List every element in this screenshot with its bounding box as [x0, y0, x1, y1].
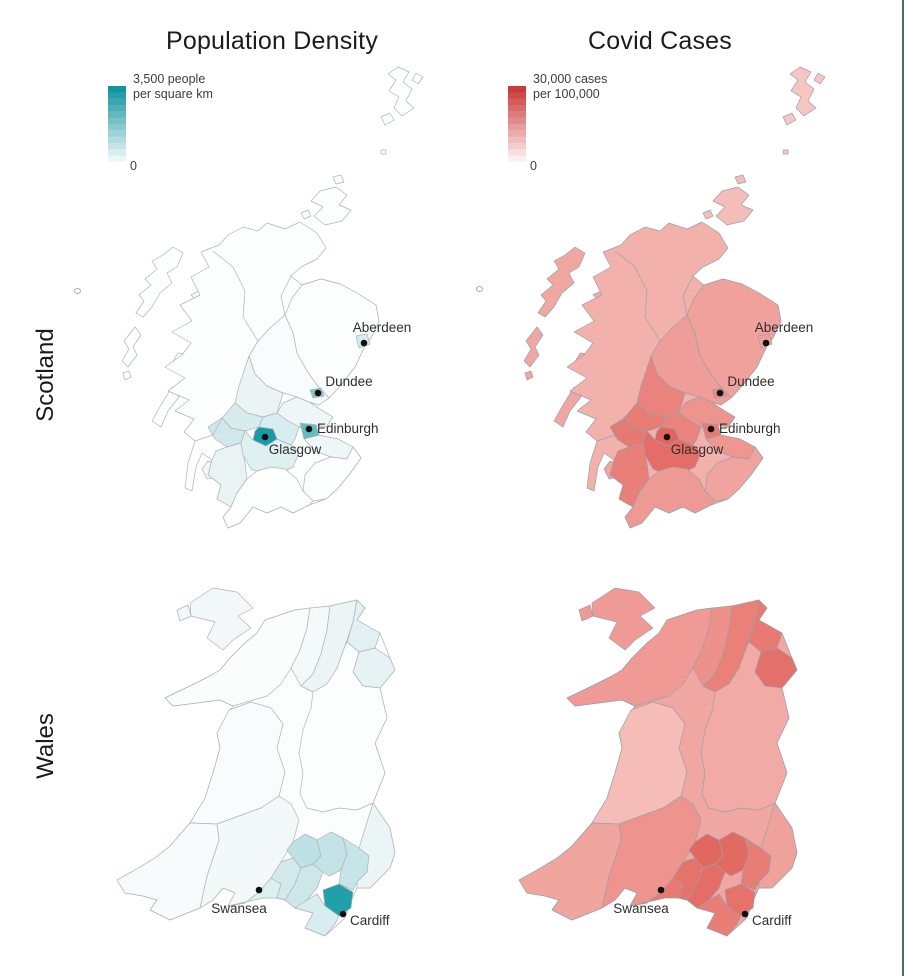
- city-dot: [663, 433, 671, 441]
- city-dot: [314, 389, 322, 397]
- interior-border-line: [596, 417, 625, 442]
- city-label: Dundee: [325, 374, 372, 389]
- island-orkney: [734, 174, 747, 185]
- island-shetland: [380, 149, 387, 155]
- interior-border-line: [194, 417, 223, 442]
- covid-legend-min-label: 0: [530, 159, 537, 173]
- city-dot: [707, 425, 715, 433]
- right-edge-border: [902, 0, 904, 976]
- island-hebrides: [537, 246, 586, 318]
- wales-covid-cases-map: Swansea Cardiff: [518, 587, 798, 937]
- density-legend-max-label: 3,500 people per square km: [133, 72, 213, 102]
- st-kilda-islet-left: [74, 288, 81, 294]
- island-anglesey: [578, 604, 594, 622]
- density-legend-max-line1: 3,500 people: [133, 72, 206, 86]
- density-legend: 3,500 people per square km 0: [108, 72, 248, 182]
- island-orkney: [332, 174, 345, 185]
- city-label: Aberdeen: [353, 320, 412, 335]
- st-kilda-islet-right: [476, 286, 483, 292]
- island-shetland: [380, 112, 395, 126]
- island-shetland: [411, 72, 424, 85]
- row-label-wales: Wales: [32, 713, 59, 779]
- island-hebrides: [121, 326, 142, 368]
- city-dot: [255, 886, 263, 894]
- city-label: Swansea: [211, 901, 267, 916]
- region-monmouthshire: [356, 802, 396, 889]
- island-anglesey: [591, 587, 656, 651]
- city-dot: [716, 389, 724, 397]
- column-title-population-density: Population Density: [165, 27, 379, 55]
- island-islay: [553, 386, 582, 428]
- column-title-covid-cases: Covid Cases: [588, 27, 732, 55]
- region-monmouthshire: [758, 802, 798, 889]
- city-label: Edinburgh: [317, 421, 379, 436]
- scotland-covid-cases-map: Aberdeen Dundee Edinburgh Glasgow: [523, 66, 826, 529]
- covid-legend-gradient: [508, 86, 526, 168]
- island-hebrides: [122, 370, 132, 381]
- island-hebrides: [523, 326, 544, 368]
- region-fife: [276, 396, 334, 428]
- city-label: Dundee: [727, 374, 774, 389]
- wales-population-density-map: Swansea Cardiff: [116, 587, 396, 937]
- city-dot: [741, 910, 749, 918]
- city-label: Cardiff: [350, 913, 390, 928]
- interior-border-line: [280, 275, 292, 316]
- density-legend-gradient: [108, 86, 126, 168]
- city-dot: [360, 339, 368, 347]
- island-anglesey: [176, 604, 192, 622]
- city-dot: [339, 910, 347, 918]
- island-hebrides: [135, 246, 184, 318]
- city-dot: [657, 886, 665, 894]
- island-shetland: [782, 112, 797, 126]
- city-label: Edinburgh: [719, 421, 781, 436]
- city-label: Cardiff: [752, 913, 792, 928]
- island-orkney: [310, 186, 352, 226]
- island-islay: [151, 386, 180, 428]
- region-vale: [294, 893, 340, 937]
- density-legend-min-label: 0: [130, 159, 137, 173]
- island-shetland: [782, 149, 789, 155]
- city-label: Swansea: [613, 901, 669, 916]
- island-anglesey: [189, 587, 254, 651]
- island-orkney: [712, 186, 754, 226]
- city-label: Glasgow: [671, 442, 724, 457]
- island-shetland: [387, 66, 415, 117]
- covid-legend-max-label: 30,000 cases per 100,000: [533, 72, 607, 102]
- island-shetland: [813, 72, 826, 85]
- city-dot: [305, 425, 313, 433]
- city-label: Aberdeen: [755, 320, 814, 335]
- density-legend-max-line2: per square km: [133, 87, 213, 101]
- region-vale: [696, 893, 742, 937]
- region-pembrokeshire: [518, 822, 622, 921]
- covid-legend-max-line2: per 100,000: [533, 87, 600, 101]
- island-orkney: [300, 209, 312, 220]
- city-dot: [762, 339, 770, 347]
- city-dot: [261, 433, 269, 441]
- row-label-scotland: Scotland: [32, 328, 59, 422]
- region-dumfries: [624, 466, 716, 529]
- covid-legend-max-line1: 30,000 cases: [533, 72, 608, 86]
- island-orkney: [702, 209, 714, 220]
- island-shetland: [789, 66, 817, 117]
- scotland-population-density-map: Aberdeen Dundee Edinburgh Glasgow: [121, 66, 424, 529]
- interior-border-line: [614, 250, 661, 357]
- interior-border-line: [682, 275, 694, 316]
- island-hebrides: [524, 370, 534, 381]
- region-pembrokeshire: [116, 822, 220, 921]
- region-dumfries: [222, 466, 314, 529]
- covid-legend: 30,000 cases per 100,000 0: [508, 72, 648, 182]
- interior-border-line: [212, 250, 259, 357]
- city-label: Glasgow: [269, 442, 322, 457]
- region-fife: [678, 396, 736, 428]
